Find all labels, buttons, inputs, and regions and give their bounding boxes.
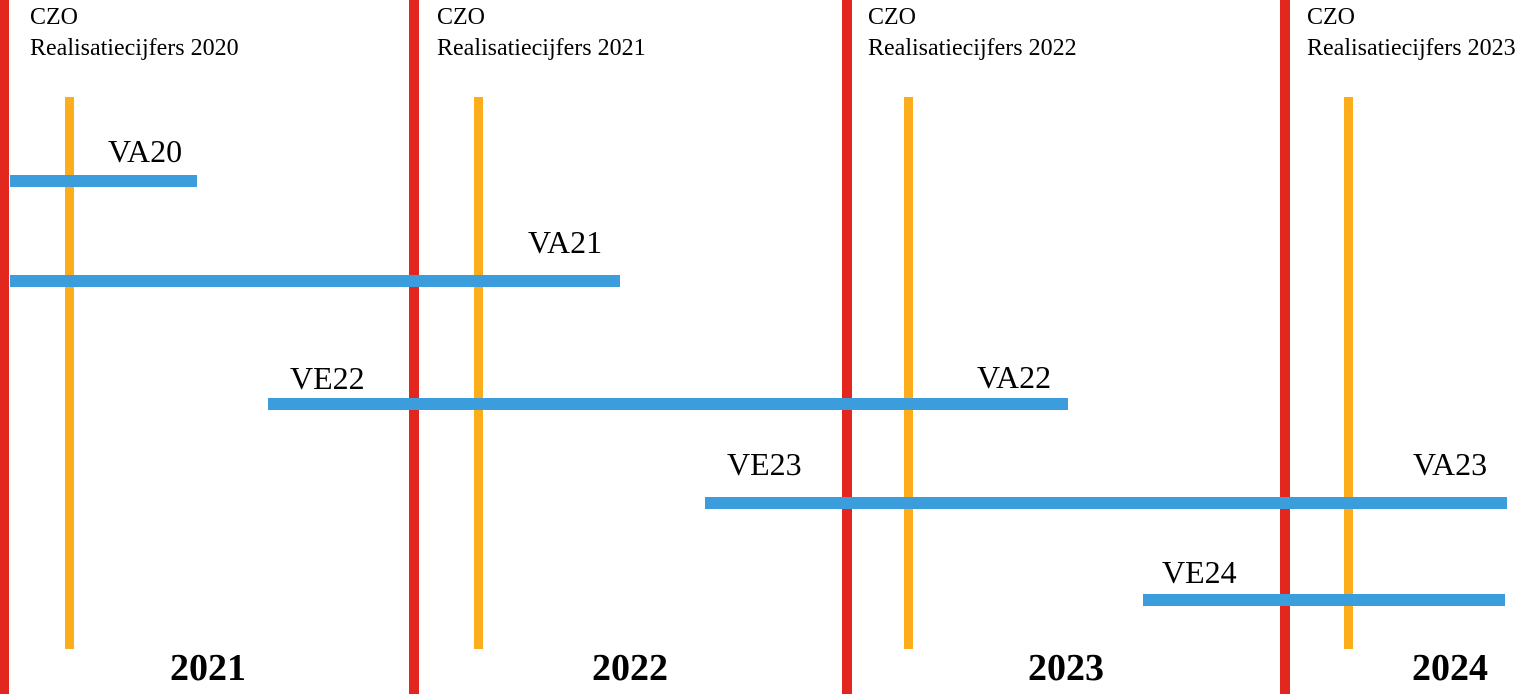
red-milestone-line [842, 0, 852, 694]
panel-title: CZO Realisatiecijfers 2023 [1307, 2, 1516, 64]
orange-deadline-line [1343, 97, 1353, 649]
timeline-bar [268, 398, 1068, 410]
panel-title-line2: Realisatiecijfers 2020 [30, 35, 239, 61]
bar-label: VA20 [108, 133, 183, 169]
panel-title: CZO Realisatiecijfers 2021 [437, 2, 646, 64]
panel-title-line1: CZO [30, 4, 78, 30]
panel-title-line2: Realisatiecijfers 2022 [868, 35, 1077, 61]
red-milestone-line [0, 0, 9, 694]
timeline-bar [1143, 594, 1505, 606]
bar-label: VE22 [290, 360, 365, 396]
bar-label: VA22 [977, 359, 1052, 395]
panel-title-line1: CZO [868, 4, 916, 30]
year-label: 2023 [1028, 647, 1104, 689]
year-label: 2024 [1412, 647, 1488, 689]
panel-title-line2: Realisatiecijfers 2021 [437, 35, 646, 61]
timeline-bar [10, 175, 197, 187]
year-label: 2022 [592, 647, 668, 689]
panel-title-line2: Realisatiecijfers 2023 [1307, 35, 1516, 61]
panel-title-line1: CZO [437, 4, 485, 30]
bar-label: VA23 [1413, 446, 1488, 482]
red-milestone-line [1280, 0, 1290, 694]
red-milestone-line [409, 0, 419, 694]
panel-title: CZO Realisatiecijfers 2022 [868, 2, 1077, 64]
bar-label: VE23 [727, 446, 802, 482]
bar-label: VE24 [1162, 554, 1237, 590]
panel-title: CZO Realisatiecijfers 2020 [30, 2, 239, 64]
timeline-bar [10, 275, 620, 287]
timeline-bar [705, 497, 1507, 509]
orange-deadline-line [64, 97, 74, 649]
orange-deadline-line [473, 97, 483, 649]
panel-title-line1: CZO [1307, 4, 1355, 30]
year-label: 2021 [170, 647, 246, 689]
orange-deadline-line [903, 97, 913, 649]
bar-label: VA21 [528, 224, 603, 260]
